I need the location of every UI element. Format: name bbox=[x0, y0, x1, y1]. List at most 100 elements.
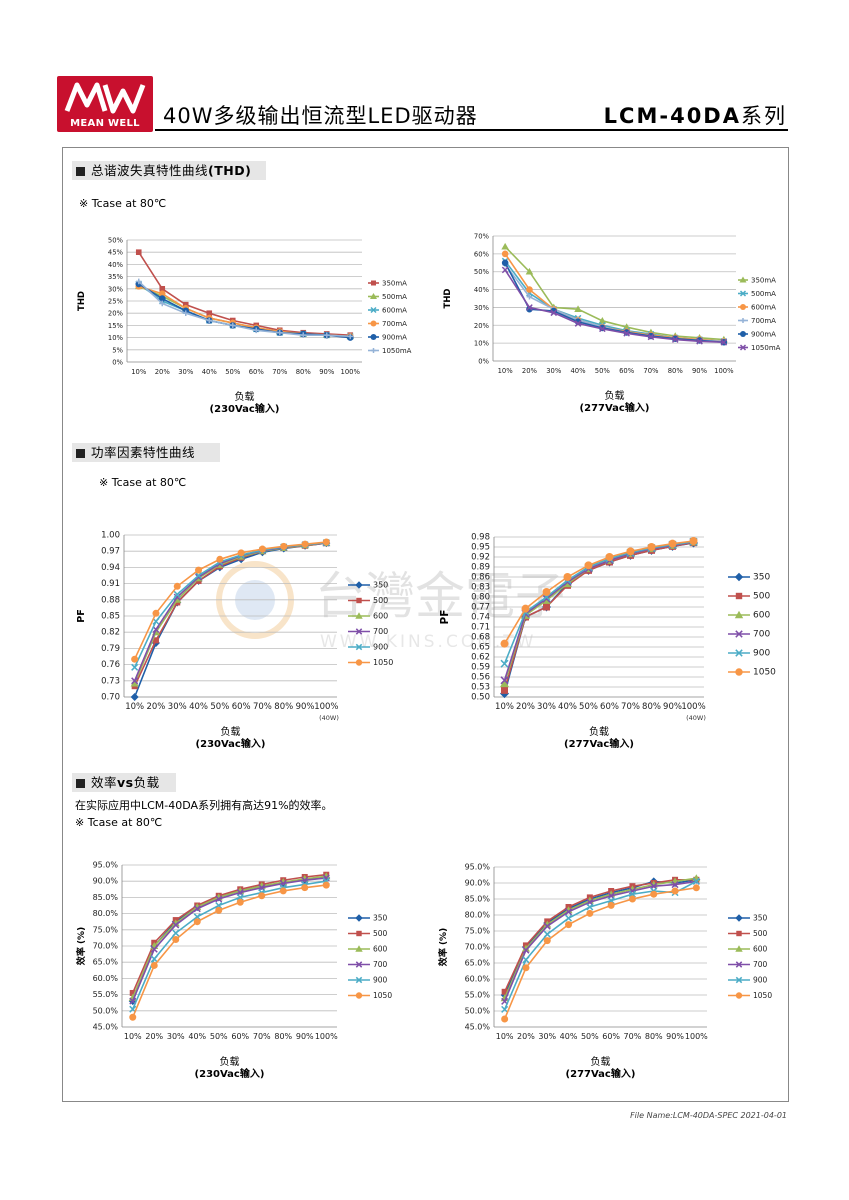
y-tick-label: 0.62 bbox=[471, 653, 490, 663]
series-line bbox=[503, 540, 694, 664]
data-point bbox=[159, 300, 166, 307]
data-point bbox=[355, 961, 363, 968]
y-tick-label: 0.53 bbox=[471, 683, 490, 693]
x-tick-label: 80% bbox=[668, 367, 684, 375]
x-tick-label: 50% bbox=[579, 702, 598, 712]
x-axis-label: 负载 bbox=[589, 725, 609, 738]
series-line bbox=[138, 283, 351, 339]
x-tick-label: 10% bbox=[495, 702, 514, 712]
data-point bbox=[605, 553, 614, 561]
legend-label: 700 bbox=[373, 627, 388, 636]
x-tick-label: 10% bbox=[496, 1032, 514, 1041]
legend-label: 500 bbox=[753, 592, 770, 602]
series-500 bbox=[501, 876, 700, 995]
legend-label: 1050 bbox=[373, 658, 393, 667]
x-axis-note: (40W) bbox=[319, 714, 339, 722]
watermark-en: WWW.KINS.COM.TW bbox=[320, 632, 536, 652]
series-500 bbox=[129, 871, 330, 996]
chart-eff-230: 45.0% 50.0% 55.0% 60.0% 65.0% 70.0% 75.0% 80.0%… bbox=[75, 861, 392, 1081]
data-point bbox=[355, 612, 363, 619]
y-tick-label: 0.97 bbox=[101, 547, 120, 557]
data-point bbox=[229, 322, 236, 329]
x-tick-label: 80% bbox=[274, 702, 293, 712]
y-tick-label: 55.0% bbox=[465, 991, 491, 1000]
series-1050 bbox=[129, 881, 330, 1021]
legend-label: 900mA bbox=[382, 334, 407, 342]
data-point bbox=[598, 317, 607, 324]
data-point bbox=[501, 686, 508, 694]
eff-description: 在实际应用中LCM-40DA系列拥有高达91%的效率。 bbox=[75, 799, 333, 812]
data-point bbox=[501, 242, 509, 250]
series-line bbox=[138, 251, 351, 336]
data-point bbox=[131, 655, 139, 663]
y-tick-label: 0.98 bbox=[471, 533, 490, 543]
y-tick-label: 10% bbox=[108, 334, 124, 342]
data-point bbox=[526, 304, 533, 311]
x-axis-sublabel: (230Vac输入) bbox=[210, 402, 280, 415]
data-point bbox=[370, 334, 377, 340]
chart-grid: 0% 5% 10% 15% 20% 25% 30% 35% 40% 45% 50% bbox=[108, 237, 362, 367]
data-point bbox=[692, 877, 700, 885]
legend-item: 500 bbox=[348, 929, 388, 938]
data-point bbox=[236, 898, 244, 906]
y-axis-label: 效率 (%) bbox=[438, 928, 449, 966]
content-frame bbox=[62, 147, 789, 1102]
series-600 bbox=[128, 872, 331, 1001]
y-axis-label: PF bbox=[76, 609, 87, 622]
square-bullet-icon bbox=[76, 167, 85, 176]
legend-label: 1050mA bbox=[382, 347, 412, 355]
data-point bbox=[135, 278, 142, 285]
legend-item: 350 bbox=[348, 914, 388, 923]
header-rule bbox=[155, 129, 788, 131]
x-axis-sublabel: (230Vac输入) bbox=[195, 1067, 265, 1080]
x-tick-label: 30% bbox=[546, 367, 562, 375]
data-point bbox=[500, 659, 509, 668]
legend-item: 700mA bbox=[738, 317, 776, 325]
x-tick-label: 40% bbox=[570, 367, 586, 375]
data-point bbox=[195, 566, 203, 574]
data-point bbox=[563, 573, 572, 581]
y-tick-label: 50.0% bbox=[93, 1006, 119, 1015]
series-line bbox=[138, 280, 351, 338]
data-point bbox=[522, 946, 530, 954]
data-point bbox=[129, 989, 136, 996]
legend-label: 900 bbox=[373, 643, 388, 652]
x-tick-label: 20% bbox=[516, 702, 535, 712]
data-point bbox=[279, 887, 287, 895]
data-point bbox=[152, 609, 160, 617]
y-tick-label: 45.0% bbox=[93, 1023, 119, 1032]
y-tick-label: 65.0% bbox=[465, 959, 491, 968]
data-point bbox=[671, 881, 679, 889]
data-point bbox=[542, 594, 551, 603]
legend-item: 600 bbox=[728, 945, 768, 954]
series-line bbox=[132, 877, 327, 1002]
data-point bbox=[355, 659, 363, 666]
x-axis-label: 负载 bbox=[221, 725, 241, 738]
series-line bbox=[503, 887, 697, 1020]
x-tick-label: 90% bbox=[296, 1032, 314, 1041]
y-tick-label: 10% bbox=[474, 340, 490, 348]
data-point bbox=[370, 306, 377, 314]
x-tick-label: 10% bbox=[125, 702, 144, 712]
x-tick-label: 40% bbox=[202, 368, 218, 376]
data-point bbox=[740, 318, 746, 323]
data-point bbox=[322, 881, 330, 889]
legend-item: 700 bbox=[348, 627, 388, 636]
x-tick-label: 10% bbox=[124, 1032, 142, 1041]
x-tick-label: 30% bbox=[167, 1032, 185, 1041]
x-tick-label: 30% bbox=[168, 702, 187, 712]
x-tick-label: 90% bbox=[692, 367, 708, 375]
series-line bbox=[132, 880, 327, 1010]
data-point bbox=[130, 679, 139, 687]
legend-label: 900 bbox=[373, 976, 388, 985]
data-point bbox=[215, 895, 223, 903]
data-point bbox=[689, 537, 698, 545]
data-point bbox=[650, 890, 658, 898]
data-point bbox=[735, 592, 743, 600]
data-point bbox=[739, 344, 747, 351]
x-axis-sublabel: (277Vac输入) bbox=[566, 1067, 636, 1080]
series-suffix: 系列 bbox=[741, 104, 787, 128]
data-point bbox=[193, 905, 201, 913]
legend-label: 900 bbox=[753, 976, 768, 985]
chart-grid: 0% 10% 20% 30% 40% 50% 60% 70% bbox=[474, 233, 736, 366]
